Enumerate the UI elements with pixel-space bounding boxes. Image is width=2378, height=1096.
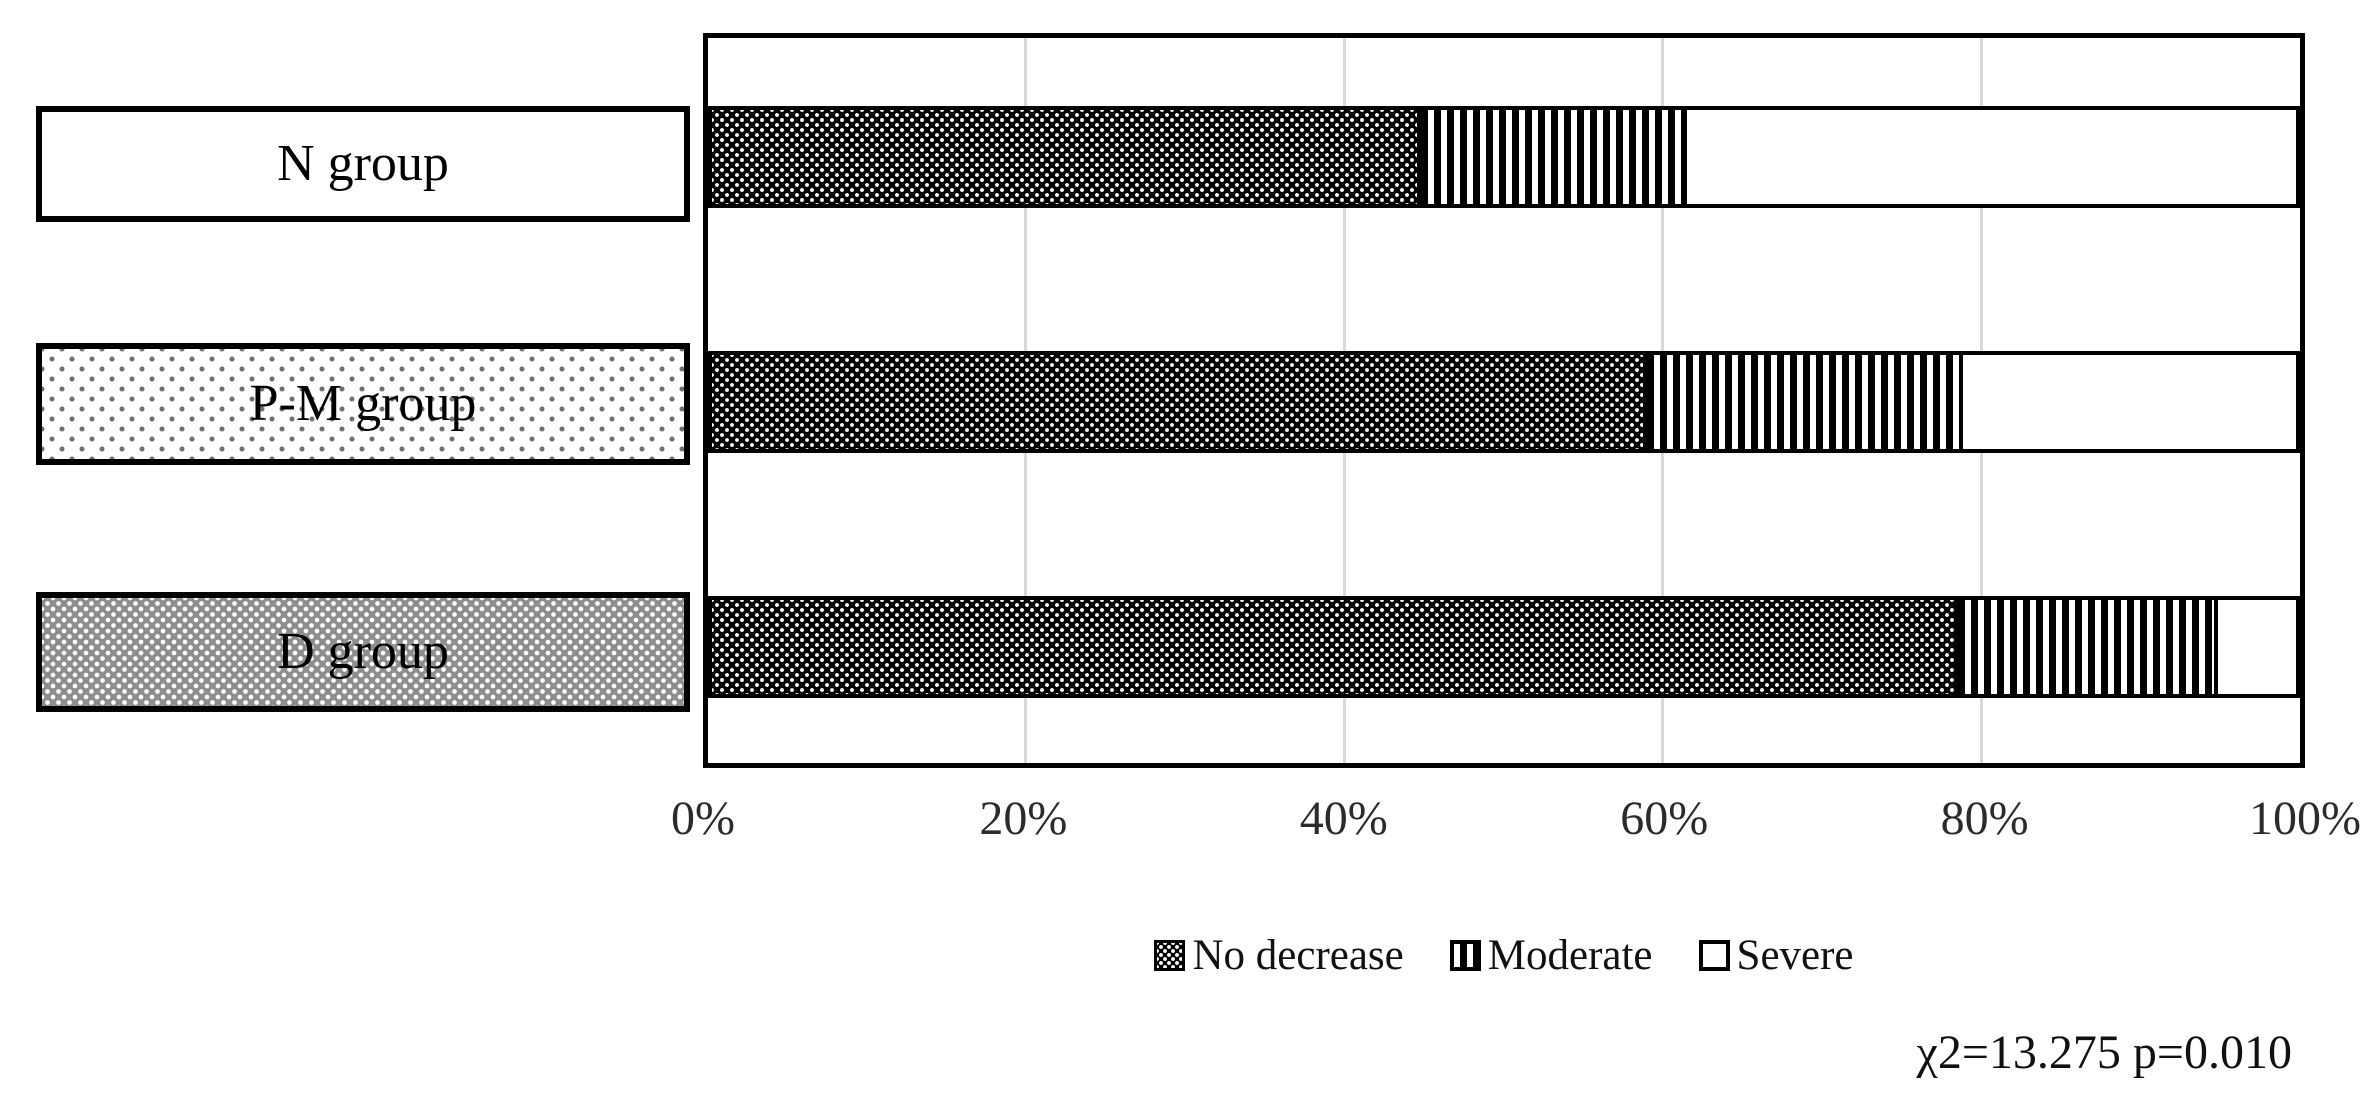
- legend: No decrease Moderate Severe: [703, 934, 2305, 977]
- legend-swatch-severe: [1698, 940, 1730, 971]
- bar-segment-n-group-severe: [1682, 110, 2296, 204]
- legend-label-severe: Severe: [1736, 932, 1854, 979]
- category-label-box-d-group: D group: [36, 592, 690, 712]
- x-tick-label-100-: 100%: [2249, 792, 2361, 845]
- x-tick-label-80-: 80%: [1940, 792, 2029, 845]
- bar-segment-p-m-group-severe: [1958, 355, 2296, 449]
- x-tick-label-20-: 20%: [979, 792, 1068, 845]
- bar-segment-d-group-no-decrease: [712, 600, 1954, 694]
- legend-swatch-no-decrease: [1154, 940, 1186, 971]
- chi-square-annotation: χ2=13.275 p=0.010: [1916, 1026, 2292, 1079]
- category-label-n-group: N group: [277, 135, 449, 192]
- legend-swatch-moderate: [1449, 940, 1481, 971]
- bar-segment-p-m-group-no-decrease: [712, 355, 1644, 449]
- plot-area: [703, 33, 2305, 768]
- bar-segment-d-group-severe: [2213, 600, 2296, 694]
- category-label-box-p-m-group: P-M group: [36, 343, 690, 465]
- bar-segment-p-m-group-moderate: [1643, 355, 1959, 449]
- legend-item-moderate: Moderate: [1449, 932, 1653, 979]
- legend-label-moderate: Moderate: [1487, 932, 1653, 979]
- stacked-bar-d-group: [708, 596, 2300, 698]
- category-label-d-group: D group: [277, 623, 449, 680]
- legend-label-no-decrease: No decrease: [1192, 932, 1404, 979]
- category-label-p-m-group: P-M group: [249, 375, 477, 432]
- bar-segment-n-group-no-decrease: [712, 110, 1417, 204]
- stacked-bar-n-group: [708, 106, 2300, 208]
- category-label-box-n-group: N group: [36, 106, 690, 222]
- bar-segment-d-group-moderate: [1953, 600, 2214, 694]
- x-tick-label-60-: 60%: [1620, 792, 1709, 845]
- legend-item-no-decrease: No decrease: [1154, 932, 1404, 979]
- x-tick-label-40-: 40%: [1299, 792, 1388, 845]
- legend-item-severe: Severe: [1698, 932, 1854, 979]
- stacked-bar-p-m-group: [708, 351, 2300, 453]
- bar-segment-n-group-moderate: [1416, 110, 1683, 204]
- x-tick-label-0-: 0%: [671, 792, 735, 845]
- x-axis: 0% 20% 40% 60% 80% 100%: [671, 792, 2361, 855]
